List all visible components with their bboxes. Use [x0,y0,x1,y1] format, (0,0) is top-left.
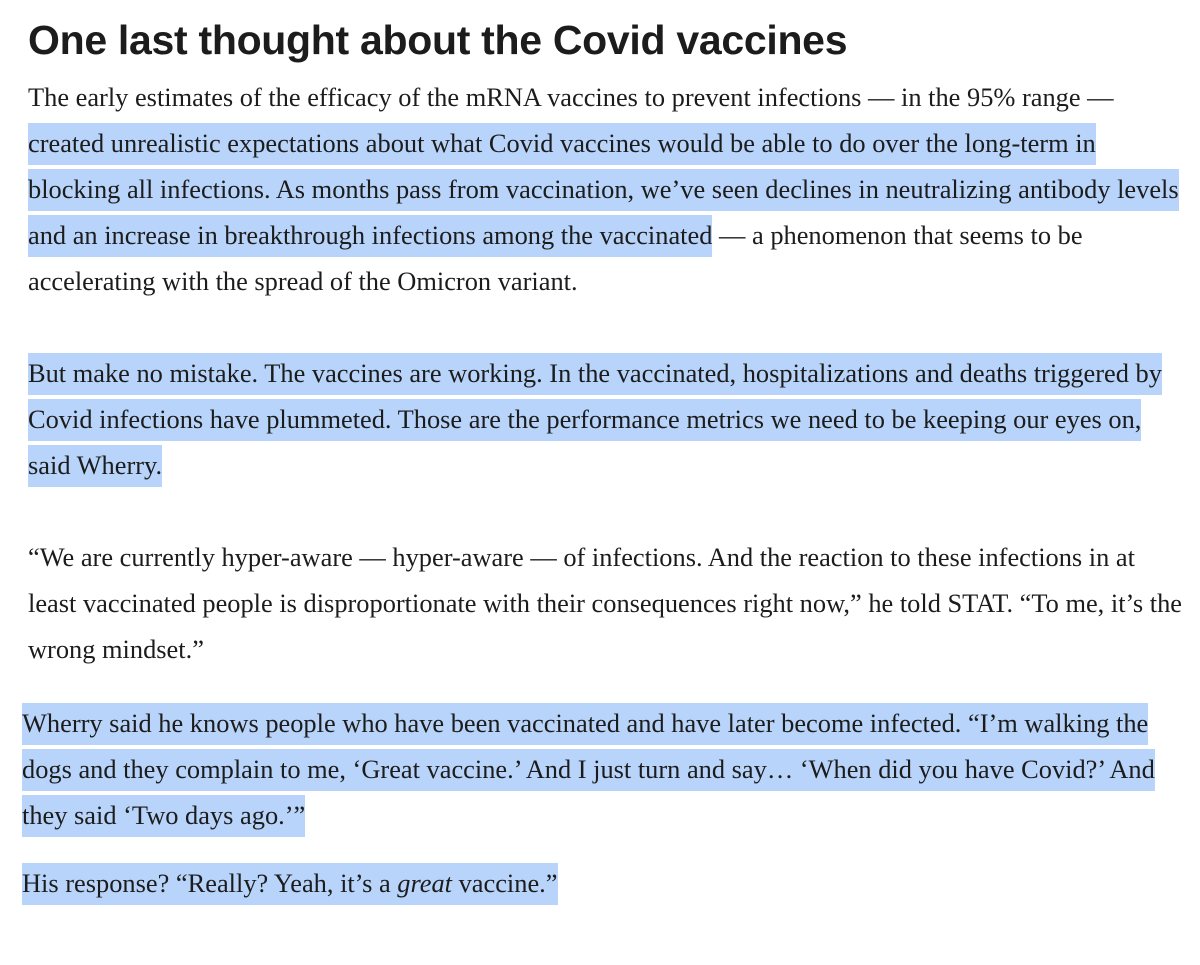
article-heading: One last thought about the Covid vaccine… [28,17,848,63]
paragraph-efficacy: The early estimates of the efficacy of t… [28,74,1188,304]
paragraph-walking-dogs-selection[interactable]: Wherry said he knows people who have bee… [22,703,1155,837]
response-emphasis: great [397,868,452,898]
response-before: His response? “Really? Yeah, it’s a [22,868,398,898]
paragraph-efficacy-tail: — a phenomenon that seems to be accelera… [28,220,1083,296]
paragraph-response: His response? “Really? Yeah, it’s a grea… [22,860,1188,906]
paragraph-quote-hyper-aware: “We are currently hyper-aware — hyper-aw… [28,542,1182,664]
paragraph-efficacy-lead: The early estimates of the efficacy of t… [28,82,1114,112]
paragraph-efficacy-selection[interactable]: created unrealistic expectations about w… [28,123,1179,257]
paragraph-response-selection[interactable]: His response? “Really? Yeah, it’s a grea… [22,863,558,905]
article: One last thought about the Covid vaccine… [22,0,1188,906]
paragraph-no-mistake-selection[interactable]: But make no mistake. The vaccines are wo… [28,353,1162,487]
paragraph-walking-dogs: Wherry said he knows people who have bee… [22,700,1188,838]
paragraph-no-mistake: But make no mistake. The vaccines are wo… [28,350,1188,488]
response-after: vaccine.” [452,868,558,898]
